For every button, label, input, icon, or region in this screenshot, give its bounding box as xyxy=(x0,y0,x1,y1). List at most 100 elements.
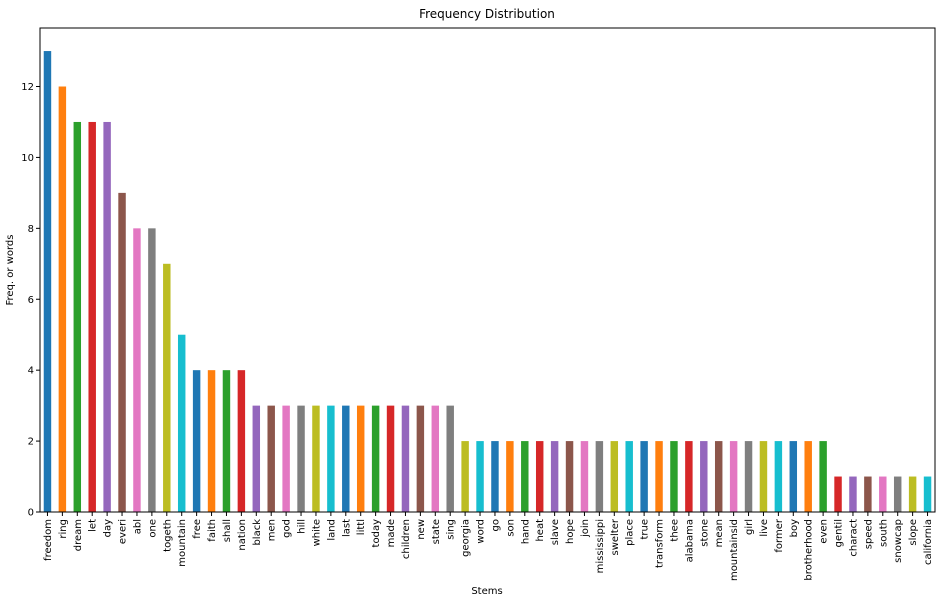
bar-white xyxy=(312,405,320,512)
bars-group xyxy=(43,51,932,513)
x-tick-label: today xyxy=(371,519,382,548)
bar-live xyxy=(759,441,768,512)
bar-son xyxy=(506,441,514,512)
y-tick-label: 6 xyxy=(28,295,34,306)
bar-one xyxy=(148,228,156,513)
bar-georgia xyxy=(461,441,469,512)
x-tick-label: littl xyxy=(356,519,367,535)
bar-children xyxy=(401,405,410,512)
x-tick-label: mountainsid xyxy=(729,519,740,581)
bar-hand xyxy=(521,441,529,512)
bar-dream xyxy=(73,121,82,512)
bar-men xyxy=(267,405,275,512)
bar-boy xyxy=(789,441,798,512)
bar-new xyxy=(416,405,425,512)
bar-heat xyxy=(535,441,544,512)
x-tick-label: go xyxy=(490,519,501,531)
x-tick-label: girl xyxy=(744,519,755,535)
bar-free xyxy=(192,370,201,512)
bar-last xyxy=(342,405,350,512)
x-tick-label: one xyxy=(147,519,158,538)
x-tick-label: slope xyxy=(908,519,919,546)
bar-land xyxy=(327,405,335,512)
y-tick-label: 8 xyxy=(28,224,34,235)
x-tick-label: gentil xyxy=(834,519,845,547)
y-axis-label: Freq. or words xyxy=(5,235,16,306)
x-tick-label: made xyxy=(386,519,397,547)
x-tick-label: slave xyxy=(550,519,561,545)
bar-stone xyxy=(700,441,708,512)
x-tick-label: black xyxy=(252,519,263,546)
x-axis-label: Stems xyxy=(471,586,502,597)
x-tick-label: sing xyxy=(446,519,457,540)
bar-california xyxy=(923,476,932,512)
x-tick-label: hope xyxy=(565,519,576,544)
bar-true xyxy=(640,441,648,512)
bar-freedom xyxy=(43,51,52,513)
bar-today xyxy=(371,405,380,512)
bar-even xyxy=(819,441,827,512)
bar-mountainsid xyxy=(729,441,738,512)
bar-god xyxy=(282,405,290,512)
x-tick-label: mean xyxy=(714,519,725,547)
x-tick-label: place xyxy=(625,519,636,546)
x-tick-label: new xyxy=(416,519,427,540)
bar-slope xyxy=(908,476,917,512)
x-tick-label: speed xyxy=(863,519,874,549)
x-tick-label: hill xyxy=(297,519,308,534)
bar-everi xyxy=(118,192,126,512)
x-tick-label: togeth xyxy=(162,519,173,552)
x-axis: freedom ring dream let day everi abl one togeth m… xyxy=(43,512,934,581)
x-tick-label: hand xyxy=(520,519,531,544)
x-tick-label: transform xyxy=(655,519,666,568)
x-tick-label: everi xyxy=(118,519,129,544)
x-tick-label: freedom xyxy=(43,519,54,561)
x-tick-label: mississippi xyxy=(595,519,606,573)
x-tick-label: california xyxy=(923,519,934,565)
x-tick-label: boy xyxy=(789,519,800,537)
bar-transform xyxy=(655,441,663,512)
bar-let xyxy=(88,121,96,512)
x-tick-label: god xyxy=(282,519,293,538)
y-tick-label: 2 xyxy=(28,437,34,448)
x-tick-label: charact xyxy=(848,519,859,557)
bar-brotherhood xyxy=(804,441,812,512)
bar-charact xyxy=(849,476,857,512)
x-tick-label: georgia xyxy=(461,519,472,557)
x-tick-label: join xyxy=(580,519,591,538)
bar-ring xyxy=(58,86,67,512)
x-tick-label: state xyxy=(431,519,442,544)
x-tick-label: free xyxy=(192,519,203,539)
x-tick-label: south xyxy=(878,519,889,547)
bar-mountain xyxy=(177,334,186,512)
bar-black xyxy=(252,405,261,512)
bar-mean xyxy=(714,441,723,512)
x-tick-label: thee xyxy=(669,519,680,542)
x-tick-label: ring xyxy=(58,519,69,539)
bar-nation xyxy=(237,370,246,512)
bar-girl xyxy=(744,441,753,512)
bar-abl xyxy=(133,228,141,513)
bar-hope xyxy=(565,441,574,512)
bar-faith xyxy=(207,370,216,512)
x-tick-label: snowcap xyxy=(893,519,904,563)
x-tick-label: alabama xyxy=(684,519,695,562)
y-axis: 0 2 4 6 8 10 12 xyxy=(21,82,40,519)
x-tick-label: true xyxy=(640,519,651,540)
x-tick-label: men xyxy=(267,519,278,541)
bar-join xyxy=(580,441,589,512)
bar-sing xyxy=(446,405,454,512)
x-tick-label: nation xyxy=(237,519,248,551)
x-tick-label: former xyxy=(774,518,785,552)
bar-shall xyxy=(222,370,231,512)
chart-title: Frequency Distribution xyxy=(419,7,555,21)
x-tick-label: children xyxy=(401,519,412,559)
y-tick-label: 12 xyxy=(21,82,34,93)
x-tick-label: heat xyxy=(535,519,546,542)
x-tick-label: last xyxy=(341,519,352,537)
bar-speed xyxy=(864,476,872,512)
x-tick-label: shall xyxy=(222,519,233,542)
x-tick-label: even xyxy=(819,519,830,544)
x-tick-label: faith xyxy=(207,519,218,542)
